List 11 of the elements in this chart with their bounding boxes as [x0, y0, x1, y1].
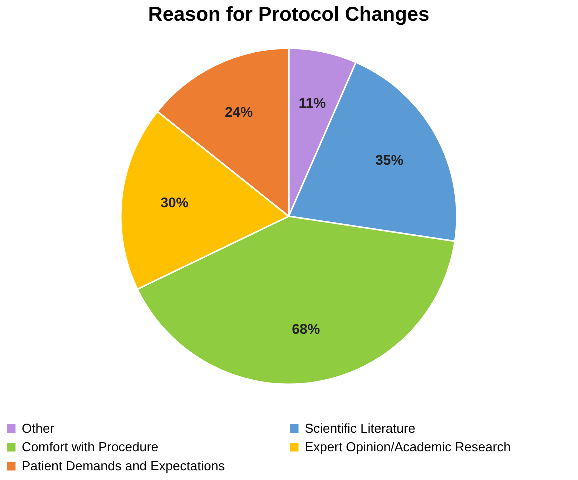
- data-label: 35%: [376, 152, 404, 168]
- chart-title: Reason for Protocol Changes: [148, 4, 430, 26]
- data-label: 24%: [225, 104, 254, 120]
- legend-label: Expert Opinion/Academic Research: [305, 440, 511, 454]
- legend-label: Other: [22, 420, 56, 436]
- data-label: 11%: [298, 94, 327, 111]
- legend-label: Comfort with Procedure: [22, 440, 159, 454]
- data-label: 68%: [292, 321, 321, 338]
- legend-label: Scientific Literature: [305, 420, 416, 436]
- data-label: 30%: [160, 194, 190, 211]
- legend-label: Patient Demands and Expectations: [22, 458, 226, 474]
